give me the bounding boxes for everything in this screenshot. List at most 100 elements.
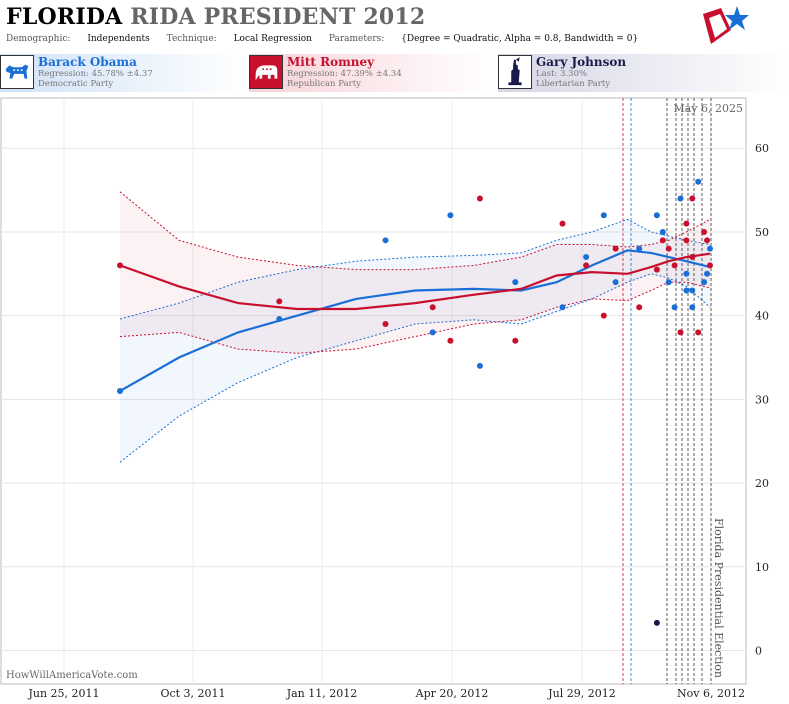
x-tick-label: Jul 29, 2012 bbox=[547, 687, 616, 700]
romney-poll-point bbox=[653, 266, 660, 273]
candidate-party: Libertarian Party bbox=[536, 79, 611, 89]
donkey-icon bbox=[0, 55, 34, 89]
obama-poll-point bbox=[447, 212, 454, 219]
y-tick-label: 60 bbox=[755, 142, 769, 155]
obama-poll-point bbox=[683, 287, 690, 294]
parameters-line: Demographic: Independents Technique: Loc… bbox=[6, 34, 652, 44]
plot-frame bbox=[0, 97, 747, 685]
date-label: May 6, 2025 bbox=[673, 102, 743, 115]
obama-poll-point bbox=[512, 279, 519, 286]
obama-poll-point bbox=[600, 212, 607, 219]
regression-lines bbox=[119, 249, 711, 392]
romney-poll-point bbox=[689, 195, 696, 202]
romney-poll-point bbox=[512, 337, 519, 344]
obama-band-lower bbox=[119, 273, 711, 463]
candidate-party: Republican Party bbox=[287, 79, 361, 89]
obama-poll-point bbox=[701, 279, 708, 286]
y-axis: 0 10 20 30 40 50 60 bbox=[755, 142, 769, 657]
candidate-stat: Last: 3.30% bbox=[536, 69, 588, 79]
romney-poll-point bbox=[683, 237, 690, 244]
romney-poll-point bbox=[636, 304, 643, 311]
header: FLORIDA RIDA PRESIDENT 2012 Demographic:… bbox=[0, 0, 789, 52]
obama-poll-point bbox=[689, 304, 696, 311]
x-tick-label: Oct 3, 2011 bbox=[160, 687, 225, 700]
romney-poll-point bbox=[429, 304, 436, 311]
romney-poll-point bbox=[583, 262, 590, 269]
technique-label: Technique: bbox=[166, 34, 217, 44]
romney-poll-point bbox=[665, 245, 672, 252]
romney-poll-point bbox=[689, 254, 696, 261]
gridlines bbox=[1, 98, 746, 684]
romney-poll-point bbox=[704, 237, 711, 244]
credit-text: HowWillAmericaVote.com bbox=[6, 670, 138, 681]
obama-poll-point bbox=[559, 304, 566, 311]
y-tick-label: 50 bbox=[755, 226, 769, 239]
romney-poll-point bbox=[701, 228, 708, 235]
obama-poll-point bbox=[671, 304, 678, 311]
romney-poll-point bbox=[683, 220, 690, 227]
candidate-name: Barack Obama bbox=[38, 55, 137, 69]
candidate-name: Mitt Romney bbox=[287, 55, 375, 69]
obama-poll-point bbox=[704, 270, 711, 277]
parameters-value: {Degree = Quadratic, Alpha = 0.8, Bandwi… bbox=[401, 34, 639, 44]
statue-of-liberty-icon bbox=[498, 55, 532, 89]
romney-band-area bbox=[120, 191, 710, 354]
obama-poll-point bbox=[695, 178, 702, 185]
romney-poll-point bbox=[559, 220, 566, 227]
obama-poll-point bbox=[429, 329, 436, 336]
romney-band-upper bbox=[119, 191, 711, 271]
technique-value: Local Regression bbox=[233, 34, 312, 44]
y-tick-label: 0 bbox=[755, 645, 762, 658]
candidate-johnson: Gary Johnson Last: 3.30% Libertarian Par… bbox=[498, 54, 789, 92]
title-rest: RIDA PRESIDENT 2012 bbox=[130, 4, 426, 30]
poll-points bbox=[117, 178, 713, 626]
romney-poll-point bbox=[382, 321, 389, 328]
obama-band-upper bbox=[119, 218, 711, 320]
elephant-icon bbox=[249, 55, 283, 89]
y-tick-label: 20 bbox=[755, 477, 769, 490]
demographic-value: Independents bbox=[87, 34, 150, 44]
romney-poll-point bbox=[659, 237, 666, 244]
candidate-name: Gary Johnson bbox=[536, 55, 627, 69]
x-tick-label: Apr 20, 2012 bbox=[415, 687, 489, 700]
candidate-party: Democratic Party bbox=[38, 79, 114, 89]
obama-poll-point bbox=[276, 316, 283, 323]
romney-poll-point bbox=[447, 337, 454, 344]
candidate-stat: Regression: 47.39% ±4.34 bbox=[287, 69, 402, 79]
romney-poll-point bbox=[695, 329, 702, 336]
candidate-stat: Regression: 45.78% ±4.37 bbox=[38, 69, 153, 79]
obama-poll-point bbox=[689, 287, 696, 294]
obama-poll-point bbox=[382, 237, 389, 244]
romney-band-lower bbox=[119, 281, 711, 354]
candidate-legend: Barack Obama Regression: 45.78% ±4.37 De… bbox=[0, 54, 789, 94]
obama-poll-point bbox=[653, 212, 660, 219]
romney-poll-point bbox=[476, 195, 483, 202]
candidate-romney: Mitt Romney Regression: 47.39% ±4.34 Rep… bbox=[249, 54, 494, 92]
title-state: FLORIDA bbox=[6, 4, 123, 30]
romney-poll-point bbox=[117, 262, 123, 269]
parameters-label: Parameters: bbox=[328, 34, 385, 44]
romney-poll-point bbox=[671, 262, 678, 269]
candidate-obama: Barack Obama Regression: 45.78% ±4.37 De… bbox=[0, 54, 245, 92]
obama-poll-point bbox=[659, 228, 666, 235]
romney-poll-point bbox=[600, 312, 607, 319]
obama-regression-line bbox=[119, 249, 711, 392]
page-title: FLORIDA RIDA PRESIDENT 2012 bbox=[6, 4, 425, 30]
obama-poll-point bbox=[665, 279, 672, 286]
obama-poll-point bbox=[707, 245, 713, 252]
star-logo-icon bbox=[703, 6, 749, 44]
romney-regression-line bbox=[119, 252, 711, 311]
obama-poll-point bbox=[117, 388, 123, 394]
johnson-poll-point bbox=[653, 619, 660, 626]
obama-poll-point bbox=[683, 270, 690, 277]
x-tick-label: Nov 6, 2012 bbox=[677, 687, 745, 700]
obama-poll-point bbox=[612, 279, 619, 286]
obama-poll-point bbox=[677, 195, 684, 202]
obama-poll-point bbox=[636, 245, 643, 252]
y-tick-label: 30 bbox=[755, 393, 769, 406]
event-lines bbox=[622, 98, 712, 684]
y-tick-label: 10 bbox=[755, 561, 769, 574]
x-tick-label: Jan 11, 2012 bbox=[286, 687, 358, 700]
romney-poll-point bbox=[276, 298, 283, 305]
